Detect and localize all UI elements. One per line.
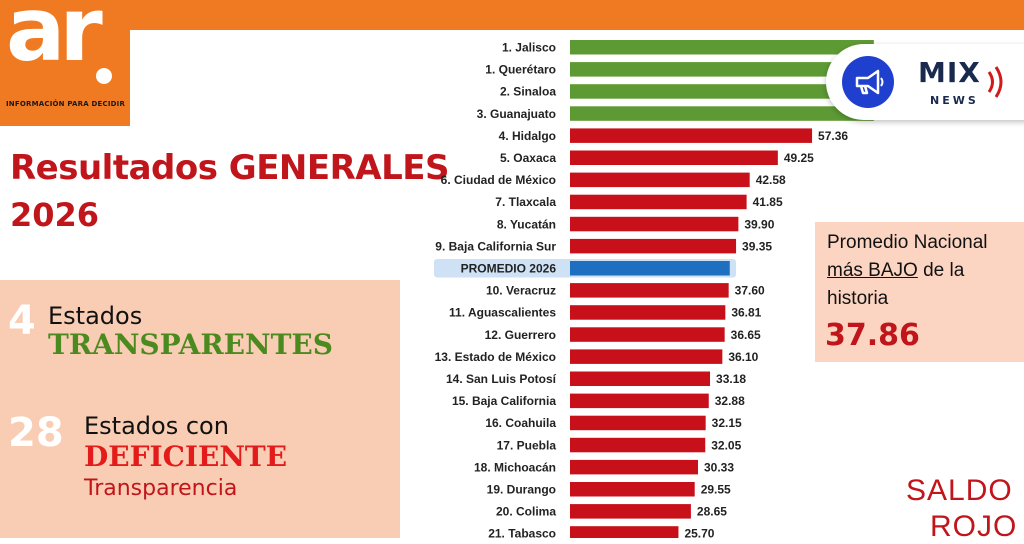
logo-mark: ar xyxy=(6,0,103,81)
deficient-count: 28 xyxy=(8,410,64,456)
state-bar xyxy=(570,459,698,475)
bar-value-label: 41.85 xyxy=(753,195,783,209)
news-brand: NEWS xyxy=(930,94,979,107)
saldo-text: SALDO xyxy=(906,474,1013,507)
bar-value-label: 32.88 xyxy=(715,394,745,408)
state-bar xyxy=(570,504,691,519)
callout-emphasis: más BAJO xyxy=(827,260,918,281)
deficient-label: Estados con xyxy=(84,412,229,440)
bar-value-label: 36.10 xyxy=(728,350,758,364)
bar-value-label: 33.18 xyxy=(716,372,746,386)
state-bar xyxy=(570,172,750,188)
bar-category-label: 2. Sinaloa xyxy=(500,85,556,99)
state-bar xyxy=(570,437,706,453)
state-bar xyxy=(570,415,706,431)
bar-category-label: 21. Tabasco xyxy=(488,527,556,538)
state-bar xyxy=(570,216,739,232)
bar-value-label: 36.65 xyxy=(731,328,761,342)
state-bar xyxy=(570,238,737,254)
state-bar xyxy=(570,84,874,99)
state-bar xyxy=(570,62,874,77)
bar-value-label: 25.70 xyxy=(684,527,714,538)
bar-category-label: PROMEDIO 2026 xyxy=(461,262,557,276)
megaphone-icon xyxy=(842,56,894,108)
transparent-label: Estados xyxy=(48,302,143,330)
top-banner-strip xyxy=(130,0,1024,30)
state-bar xyxy=(570,526,679,538)
bar-category-label: 6. Ciudad de México xyxy=(441,173,556,187)
bar-category-label: 3. Guanajuato xyxy=(477,107,556,121)
bar-category-label: 17. Puebla xyxy=(497,438,557,452)
ar-logo: ar INFORMACIÓN PARA DECIDIR xyxy=(0,0,130,126)
state-bar xyxy=(570,40,874,55)
bar-value-label: 49.25 xyxy=(784,151,814,165)
bar-category-label: 10. Veracruz xyxy=(486,284,556,298)
state-bar xyxy=(570,327,725,342)
state-bar xyxy=(570,349,723,364)
logo-dot xyxy=(96,68,112,84)
page-title: Resultados GENERALES xyxy=(10,148,450,188)
deficient-word: DEFICIENTE xyxy=(84,440,288,473)
bar-category-label: 13. Estado de México xyxy=(435,350,556,364)
national-average-callout: Promedio Nacional más BAJO de la histori… xyxy=(815,222,1024,362)
bar-category-label: 1. Querétaro xyxy=(485,63,556,77)
state-bar xyxy=(570,194,747,210)
bar-category-label: 4. Hidalgo xyxy=(499,129,556,143)
bar-category-label: 20. Colima xyxy=(496,505,556,519)
callout-line3: historia xyxy=(827,288,889,309)
bar-category-label: 12. Guerrero xyxy=(485,328,556,342)
bar-value-label: 39.90 xyxy=(744,217,774,231)
transparent-word: TRANSPARENTES xyxy=(48,328,333,361)
bar-value-label: 37.60 xyxy=(735,284,765,298)
bar-category-label: 7. Tlaxcala xyxy=(495,195,556,209)
callout-line2: más BAJO de la xyxy=(827,260,964,282)
bar-category-label: 16. Coahuila xyxy=(485,416,556,430)
bar-category-label: 15. Baja California xyxy=(452,394,556,408)
callout-line2-rest: de la xyxy=(917,260,965,281)
bar-value-label: 28.65 xyxy=(697,505,727,519)
bar-value-label: 39.35 xyxy=(742,239,772,253)
callout-line1: Promedio Nacional xyxy=(827,232,988,253)
transparent-count: 4 xyxy=(8,298,36,344)
state-bar xyxy=(570,150,778,165)
bar-value-label: 36.81 xyxy=(731,306,761,320)
bar-value-label: 42.58 xyxy=(756,173,786,187)
state-bar xyxy=(570,305,726,320)
bar-category-label: 9. Baja California Sur xyxy=(435,239,556,253)
page-year: 2026 xyxy=(10,196,100,234)
bar-category-label: 19. Durango xyxy=(487,483,556,497)
state-bar xyxy=(570,393,709,409)
bar-value-label: 32.15 xyxy=(712,416,742,430)
state-bar xyxy=(570,482,695,497)
state-bar xyxy=(570,128,813,143)
bar-value-label: 30.33 xyxy=(704,460,734,474)
signal-wave-icon xyxy=(987,66,1003,98)
bar-category-label: 14. San Luis Potosí xyxy=(446,372,557,386)
bar-category-label: 1. Jalisco xyxy=(502,41,556,55)
summary-panel: 4 Estados TRANSPARENTES 28 Estados con D… xyxy=(0,280,400,538)
average-bar xyxy=(570,261,730,276)
bar-category-label: 11. Aguascalientes xyxy=(449,306,556,320)
bar-value-label: 32.05 xyxy=(711,438,741,452)
bar-value-label: 57.36 xyxy=(818,129,848,143)
logo-tagline: INFORMACIÓN PARA DECIDIR xyxy=(6,100,126,108)
bar-category-label: 5. Oaxaca xyxy=(500,151,556,165)
callout-value: 37.86 xyxy=(825,318,920,353)
state-bar xyxy=(570,283,729,298)
bar-category-label: 18. Michoacán xyxy=(474,460,556,474)
mix-brand: MIX xyxy=(918,56,981,89)
state-bar xyxy=(570,371,711,386)
bar-category-label: 8. Yucatán xyxy=(497,217,556,231)
state-bar xyxy=(570,106,874,121)
deficient-suffix: Transparencia xyxy=(84,476,238,501)
mix-news-badge[interactable]: MIX NEWS xyxy=(826,44,1024,120)
bar-value-label: 29.55 xyxy=(701,483,731,497)
rojo-text: ROJO xyxy=(930,510,1018,543)
